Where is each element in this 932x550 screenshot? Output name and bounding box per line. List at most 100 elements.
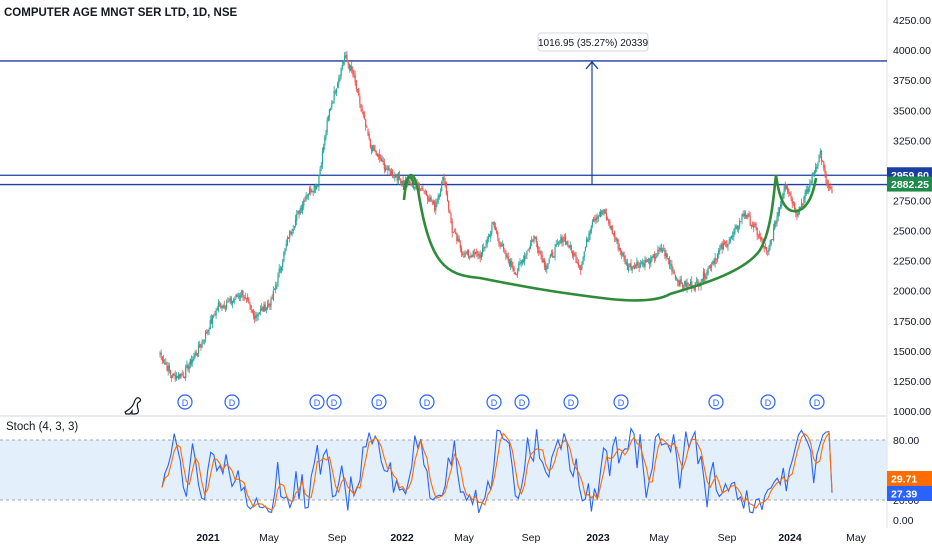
dividend-marker[interactable]: [514, 394, 530, 410]
candle-body: [526, 251, 528, 255]
dividend-marker[interactable]: [326, 394, 342, 410]
candle-body: [326, 121, 328, 133]
cup-left-rim-drawing[interactable]: [402, 176, 416, 201]
dividend-marker-label: D: [713, 398, 720, 408]
candle-body: [229, 298, 231, 301]
dividend-marker-label: D: [229, 398, 236, 408]
candle-body: [697, 282, 699, 284]
candle-body: [760, 236, 762, 240]
candle-body: [469, 255, 471, 258]
dividend-marker[interactable]: [309, 394, 325, 410]
candle-body: [202, 340, 204, 342]
dividend-marker[interactable]: [809, 394, 825, 410]
price-tick-label: 4250.00: [893, 15, 931, 27]
candle-body: [569, 244, 571, 248]
time-axis-label: 2021: [196, 532, 220, 544]
candle-body: [718, 250, 720, 254]
candle-body: [713, 260, 715, 263]
candle-body: [242, 290, 244, 298]
candle-body: [754, 223, 756, 225]
candle-body: [508, 259, 511, 266]
dividend-marker[interactable]: [486, 394, 502, 410]
candle-body: [193, 356, 195, 361]
dividend-marker[interactable]: [371, 394, 387, 410]
candle-body: [782, 194, 784, 200]
dividend-marker[interactable]: [419, 394, 435, 410]
candle-body: [765, 247, 768, 251]
candle-body: [612, 233, 615, 234]
measure-arrow-head[interactable]: [585, 60, 599, 70]
dividend-marker[interactable]: [708, 394, 724, 410]
time-axis-label: May: [454, 532, 475, 544]
candle-body: [273, 288, 276, 291]
stoch-tag-d: 29.71: [891, 474, 917, 486]
candle-body: [531, 240, 533, 243]
dividend-marker[interactable]: [177, 394, 193, 410]
candle-body: [473, 252, 475, 254]
candle-body: [261, 307, 263, 311]
time-axis: 2021 May Sep 2022 May Sep 2023 May Sep 2024 May: [196, 532, 866, 544]
candle-body: [687, 282, 689, 284]
time-axis-label: Sep: [328, 532, 347, 544]
candle-body: [504, 250, 506, 252]
candle-body: [292, 228, 294, 232]
candle-body: [539, 251, 541, 253]
candle-body: [653, 253, 655, 260]
stoch-tag-k-box: [887, 486, 932, 501]
candle-body: [494, 226, 497, 231]
candle-body: [367, 128, 369, 136]
candle-body: [189, 359, 191, 365]
candle-body: [366, 126, 368, 128]
cup-left-drawing[interactable]: [402, 173, 778, 302]
candle-body: [458, 238, 460, 243]
cup-handle-drawing[interactable]: [774, 174, 818, 213]
candle-body: [659, 247, 661, 251]
candle-body: [182, 376, 184, 378]
candle-body: [587, 239, 589, 242]
dino-icon[interactable]: [124, 397, 142, 415]
candle-body: [519, 262, 521, 265]
candle-body: [533, 235, 535, 242]
candle-body: [280, 267, 283, 271]
candle-body: [499, 242, 501, 246]
candle-body: [403, 180, 405, 185]
candle-body: [424, 191, 426, 193]
candle-body: [654, 257, 657, 259]
candle-body: [513, 268, 515, 272]
candle-body: [512, 265, 514, 270]
candle-body: [790, 195, 792, 199]
candle-body: [428, 199, 430, 202]
candle-body: [635, 264, 637, 269]
candle-body: [741, 214, 743, 221]
candle-body: [737, 227, 740, 229]
candle-body: [747, 214, 749, 218]
dividend-marker-label: D: [424, 398, 431, 408]
candle-body: [681, 283, 684, 287]
price-tick-label: 3500.00: [893, 105, 931, 117]
dividend-marker[interactable]: [760, 394, 776, 410]
candle-body: [279, 269, 281, 271]
candle-body: [248, 299, 250, 303]
candle-body: [488, 235, 491, 237]
horizontal-levels[interactable]: [0, 60, 887, 186]
candle-body: [829, 187, 831, 188]
candle-body: [173, 373, 175, 375]
stoch-title[interactable]: Stoch (4, 3, 3): [6, 421, 79, 433]
candle-body: [356, 89, 359, 91]
price-tick-label: 2500.00: [893, 226, 931, 238]
candle-body: [777, 211, 779, 217]
candle-body: [688, 284, 691, 286]
candle-body: [289, 230, 291, 238]
candle-body: [561, 237, 563, 243]
candle-body: [617, 239, 619, 249]
dividend-marker[interactable]: [224, 394, 240, 410]
candle-body: [521, 260, 523, 264]
candle-body: [701, 279, 703, 282]
dividend-marker[interactable]: [613, 394, 629, 410]
measure-tool[interactable]: 1016.95 (35.27%) 20339: [537, 32, 649, 185]
candle-body: [332, 101, 334, 104]
candle-body: [296, 214, 298, 221]
candle-body: [555, 244, 557, 247]
dividend-marker[interactable]: [563, 394, 579, 410]
